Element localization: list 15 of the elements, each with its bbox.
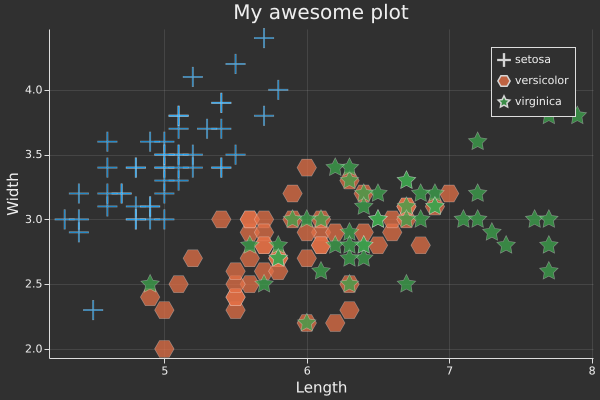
- legend-label: virginica: [515, 95, 562, 108]
- x-axis-title: Length: [296, 378, 348, 396]
- legend-label: setosa: [515, 53, 552, 66]
- y-axis-title: Width: [4, 172, 22, 216]
- x-tick-label: 5: [161, 364, 168, 378]
- y-tick-label: 4.0: [25, 83, 42, 96]
- x-tick-label: 6: [304, 364, 311, 378]
- x-tick-label: 7: [446, 364, 454, 378]
- chart-title: My awesome plot: [233, 0, 409, 24]
- y-tick-label: 2.5: [25, 278, 42, 291]
- legend-label: versicolor: [515, 74, 570, 87]
- x-tick-label: 8: [588, 364, 596, 378]
- y-tick-label: 3.0: [25, 212, 42, 226]
- y-tick-label: 3.5: [25, 148, 42, 162]
- y-tick-label: 2.0: [25, 342, 42, 356]
